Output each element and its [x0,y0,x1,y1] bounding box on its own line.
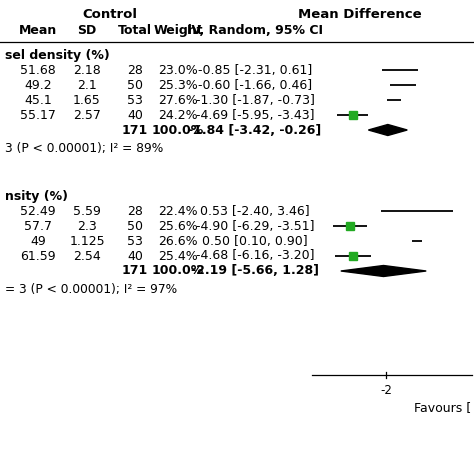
Text: 2.3: 2.3 [77,219,97,233]
Text: 171: 171 [122,124,148,137]
Text: 2.57: 2.57 [73,109,101,121]
Text: 100.0%: 100.0% [152,124,204,137]
Text: 53: 53 [127,93,143,107]
Text: -4.69 [-5.95, -3.43]: -4.69 [-5.95, -3.43] [196,109,314,121]
Text: 25.6%: 25.6% [158,219,198,233]
Text: 49.2: 49.2 [24,79,52,91]
Text: -2.19 [-5.66, 1.28]: -2.19 [-5.66, 1.28] [191,264,319,277]
Text: 40: 40 [127,109,143,121]
Text: IV, Random, 95% CI: IV, Random, 95% CI [187,24,323,36]
Text: -1.84 [-3.42, -0.26]: -1.84 [-3.42, -0.26] [188,124,322,137]
Text: 57.7: 57.7 [24,219,52,233]
Text: -0.85 [-2.31, 0.61]: -0.85 [-2.31, 0.61] [198,64,312,76]
Text: 2.18: 2.18 [73,64,101,76]
Text: 171: 171 [122,264,148,277]
Text: Favours [: Favours [ [414,401,471,414]
Text: nsity (%): nsity (%) [5,190,68,202]
Text: 23.0%: 23.0% [158,64,198,76]
Text: 50: 50 [127,219,143,233]
Text: 1.65: 1.65 [73,93,101,107]
Text: 3 (P < 0.00001); I² = 89%: 3 (P < 0.00001); I² = 89% [5,142,163,155]
Text: SD: SD [77,24,97,36]
Text: -0.60 [-1.66, 0.46]: -0.60 [-1.66, 0.46] [198,79,312,91]
Text: 0.53 [-2.40, 3.46]: 0.53 [-2.40, 3.46] [200,204,310,218]
Text: 40: 40 [127,249,143,263]
Text: 28: 28 [127,64,143,76]
Polygon shape [368,125,407,136]
Text: Mean: Mean [19,24,57,36]
Text: 61.59: 61.59 [20,249,56,263]
Text: 49: 49 [30,235,46,247]
Text: 2.54: 2.54 [73,249,101,263]
Text: 28: 28 [127,204,143,218]
Text: Total: Total [118,24,152,36]
Text: Weight: Weight [153,24,203,36]
Text: 1.125: 1.125 [69,235,105,247]
Text: 51.68: 51.68 [20,64,56,76]
Text: = 3 (P < 0.00001); I² = 97%: = 3 (P < 0.00001); I² = 97% [5,283,177,295]
Text: 2.1: 2.1 [77,79,97,91]
Text: 26.6%: 26.6% [158,235,198,247]
Text: 27.6%: 27.6% [158,93,198,107]
Text: -4.68 [-6.16, -3.20]: -4.68 [-6.16, -3.20] [196,249,314,263]
Text: -1.30 [-1.87, -0.73]: -1.30 [-1.87, -0.73] [196,93,314,107]
Text: 0.50 [0.10, 0.90]: 0.50 [0.10, 0.90] [202,235,308,247]
Text: 5.59: 5.59 [73,204,101,218]
Text: 53: 53 [127,235,143,247]
Polygon shape [341,265,426,276]
Text: 45.1: 45.1 [24,93,52,107]
Text: -4.90 [-6.29, -3.51]: -4.90 [-6.29, -3.51] [196,219,314,233]
Text: 50: 50 [127,79,143,91]
Text: 24.2%: 24.2% [158,109,198,121]
Text: Control: Control [82,8,137,20]
Text: 52.49: 52.49 [20,204,56,218]
Text: 22.4%: 22.4% [158,204,198,218]
Text: sel density (%): sel density (%) [5,48,110,62]
Text: 25.3%: 25.3% [158,79,198,91]
Text: 25.4%: 25.4% [158,249,198,263]
Text: Mean Difference: Mean Difference [298,8,422,20]
Text: 55.17: 55.17 [20,109,56,121]
Text: 100.0%: 100.0% [152,264,204,277]
Text: -2: -2 [380,383,392,396]
